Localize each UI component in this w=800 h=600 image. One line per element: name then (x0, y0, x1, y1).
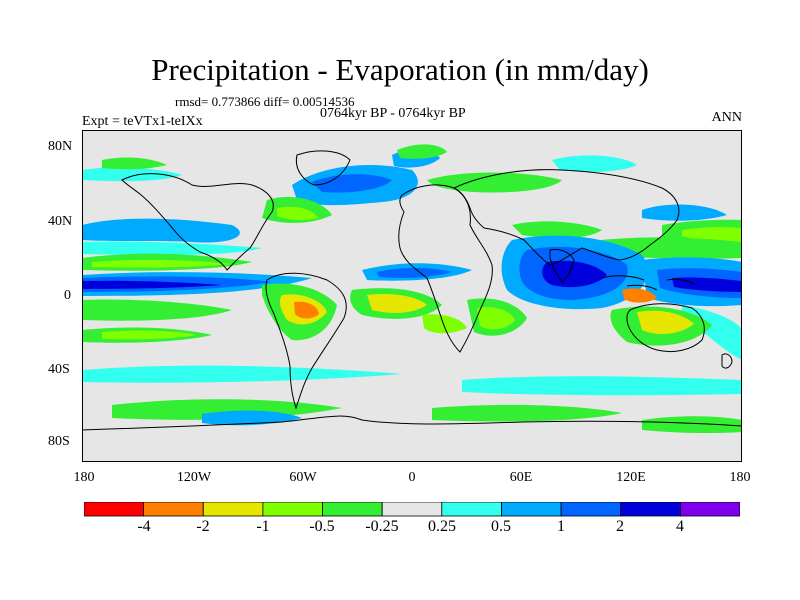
experiment-label: Expt = teVTx1-teIXx (82, 114, 203, 129)
colorbar-box (322, 502, 383, 517)
x-tick-60w: 60W (289, 470, 317, 485)
field-dry-region (82, 299, 232, 321)
field-dry-region (397, 144, 447, 159)
colorbar-label: 0.5 (491, 518, 511, 535)
colorbar-box (143, 502, 204, 517)
field-dry-region (432, 404, 622, 422)
field-dry-region (512, 221, 602, 239)
x-tick-0: 0 (408, 470, 416, 485)
colorbar-box (381, 502, 443, 517)
field-wet-region (82, 365, 402, 383)
field-dry-region (622, 288, 657, 303)
colorbar-box (441, 502, 502, 517)
period-label: 0764kyr BP - 0764kyr BP (320, 106, 466, 121)
colorbar-label: 4 (676, 518, 684, 535)
colorbar-box (501, 502, 562, 517)
y-tick-80n: 80N (48, 139, 73, 154)
y-tick-0: 0 (64, 288, 71, 303)
y-tick-40s: 40S (48, 362, 70, 377)
season-label: ANN (711, 110, 742, 125)
colorbar-box (84, 502, 144, 517)
colorbar-box (202, 502, 264, 517)
colorbar-box (680, 502, 740, 517)
field-dry-region (367, 294, 427, 313)
field-dry-region (637, 310, 694, 335)
colorbar-label: 0.25 (428, 518, 456, 535)
coastline-europe-africa (398, 184, 493, 353)
x-tick-120w: 120W (176, 470, 212, 485)
coastline-antarctica (82, 415, 742, 431)
field-dry-region (427, 172, 562, 193)
field-wet-region (82, 218, 240, 243)
field-wet-region (82, 241, 262, 256)
field-wet-region (642, 204, 727, 221)
y-tick-80s: 80S (48, 434, 70, 449)
field-dry-region (294, 301, 319, 319)
x-tick-180e: 180 (729, 470, 751, 485)
rmsd-diff-stats: rmsd= 0.773866 diff= 0.00514536 (175, 94, 355, 109)
coastline-north-america (121, 173, 274, 271)
field-wet-region (312, 174, 392, 193)
field-wet-region (552, 155, 637, 173)
field-wet-region (82, 167, 182, 182)
colorbar-label: -2 (196, 518, 210, 535)
field-wet-region (542, 260, 607, 288)
field-wet-region (82, 280, 222, 289)
field-dry-region (422, 314, 467, 334)
colorbar-box (560, 502, 622, 517)
colorbar-label: 1 (557, 518, 565, 535)
colorbar-label: -0.25 (365, 518, 399, 535)
pe-map (82, 130, 742, 462)
coastline-australia (626, 303, 705, 353)
x-tick-180w: 180 (73, 470, 95, 485)
colorbar-label: 2 (616, 518, 624, 535)
field-dry-region (682, 227, 742, 242)
coastline-new-zealand (721, 353, 733, 369)
x-tick-120e: 120E (616, 470, 646, 485)
field-wet-region (462, 376, 742, 396)
coastline-greenland (295, 150, 351, 186)
map-frame (82, 130, 742, 462)
y-tick-40n: 40N (48, 214, 73, 229)
field-wet-region (377, 267, 452, 278)
field-dry-region (477, 307, 515, 330)
coastline-india (549, 249, 575, 283)
colorbar (84, 502, 740, 517)
field-wet-region (672, 277, 742, 292)
field-dry-region (277, 206, 318, 221)
colorbar-box (620, 502, 681, 517)
x-tick-60e: 60E (509, 470, 533, 485)
field-dry-region (642, 416, 742, 434)
colorbar-label: -4 (137, 518, 151, 535)
coastline-south-america (265, 272, 347, 410)
colorbar-label: -1 (256, 518, 270, 535)
chart-title: Precipitation - Evaporation (in mm/day) (151, 52, 649, 87)
field-dry-region (102, 157, 167, 170)
field-dry-region (102, 330, 197, 340)
coastline-maritime (601, 275, 695, 291)
coastline-asia (452, 169, 680, 266)
field-dry-region (92, 259, 232, 268)
colorbar-label: -0.5 (309, 518, 335, 535)
field-wet-region (202, 410, 302, 426)
colorbar-box (262, 502, 323, 517)
